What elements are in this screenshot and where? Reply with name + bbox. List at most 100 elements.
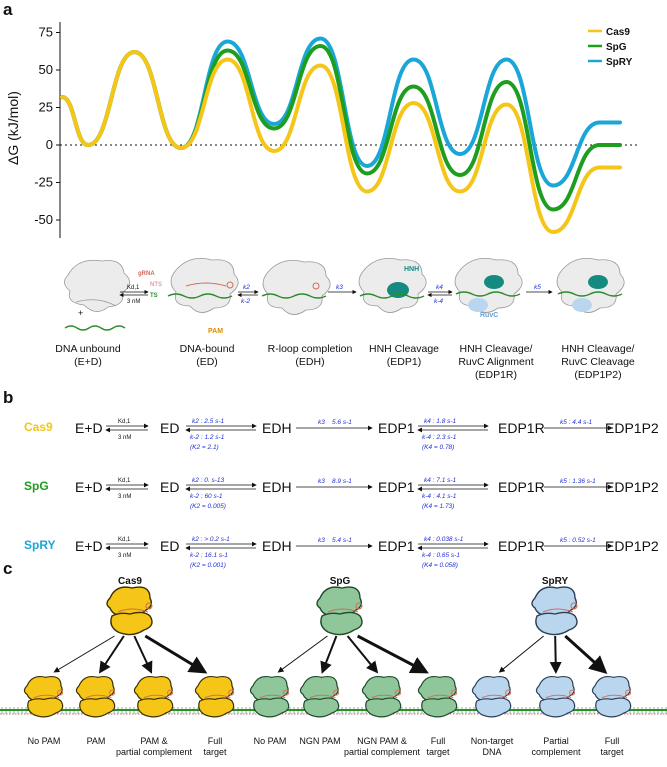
enzyme-bound-3 [591, 675, 632, 718]
kinetic-row-cas9: Cas9 E+D Kd,1 3 nM ED k2 : 2.5 s-1 k-2 : 1.2 s… [24, 418, 659, 451]
kinetic-schemes: Cas9 E+D Kd,1 3 nM ED k2 : 2.5 s-1 k-2 : 1.2 s… [24, 418, 659, 569]
state-illustration-rloop [261, 259, 331, 315]
kinetic-row-spry: SpRY E+D Kd,1 3 nM ED k2 : > 0.2 s-1 k-2 : 16.… [24, 536, 659, 569]
state-EDP1R: EDP1R [498, 479, 545, 495]
model-state-label: Partial [543, 736, 569, 746]
series-lines [60, 36, 622, 235]
kd-label: Kd,1 [118, 537, 131, 543]
stage-4-sub: (EDP1) [387, 356, 421, 368]
k2-value: k2 : 0. s-13 [192, 477, 225, 484]
conc-label: 3 nM [118, 435, 131, 441]
model-title-spry: SpRY [542, 576, 569, 587]
model-state-label: partial complement [344, 747, 421, 757]
km4-value: k-4 : 0.65 s-1 [422, 552, 460, 559]
stage-3-sub: (EDH) [295, 356, 324, 368]
y-tick-label: 75 [39, 25, 53, 40]
stage-6-sub2: (EDP1P2) [574, 369, 621, 381]
model-state-label: Full [208, 736, 223, 746]
y-ticks: 75 50 25 0 -25 -50 [34, 25, 60, 227]
state-illustration-hnh [358, 257, 427, 313]
transition-arrow [320, 635, 338, 674]
k2-value: k2 : > 0.2 s-1 [192, 536, 230, 543]
state-illustration-ruvc-align [454, 257, 523, 313]
kd-label: Kd,1 [127, 285, 140, 291]
km2-label: k-2 [241, 298, 250, 305]
enzyme-label: SpG [24, 479, 49, 493]
transition-arrow [346, 635, 379, 674]
stage-5-name: HNH Cleavage/ [460, 343, 533, 355]
state-EDP1R: EDP1R [498, 420, 545, 436]
transition-arrow [133, 635, 153, 674]
state-EDP1: EDP1 [378, 420, 415, 436]
transition-arrow [98, 635, 125, 674]
energy-chart: 75 50 25 0 -25 -50 ΔG (kJ/mol) Cas9 SpG SpRY [5, 22, 640, 238]
legend-label-cas9: Cas9 [606, 27, 630, 38]
state-ED: ED [160, 538, 179, 554]
state-ED: ED [160, 479, 179, 495]
K2-value: (K2 = 0.005) [190, 503, 226, 510]
stage-6-name: HNH Cleavage/ [562, 343, 635, 355]
K4-value: (K4 = 0.058) [422, 562, 458, 569]
stage-4-name: HNH Cleavage [369, 343, 439, 355]
model-state-label: PAM & [140, 736, 167, 746]
enzyme-top-spg [316, 586, 363, 636]
k3-label: k3 [318, 478, 325, 485]
K4-value: (K4 = 0.78) [422, 444, 454, 451]
enzyme-label: Cas9 [24, 420, 53, 434]
k3-value: 8.9 s-1 [332, 478, 352, 485]
state-ED0: E+D [75, 538, 103, 554]
model-state-label: complement [531, 747, 581, 757]
transition-arrow [277, 635, 328, 673]
k5-value: k5 : 1.36 s-1 [560, 478, 596, 485]
enzyme-bound-1 [471, 675, 512, 718]
state-EDP1P2: EDP1P2 [605, 479, 659, 495]
transition-arrow [356, 634, 429, 674]
y-tick-label: -50 [34, 212, 53, 227]
stage-1-name: DNA unbound [55, 343, 121, 355]
model-state-label: Full [431, 736, 446, 746]
k2-value: k2 : 2.5 s-1 [192, 418, 225, 425]
legend-label-spg: SpG [606, 42, 627, 53]
model-state-label: Non-target [471, 736, 514, 746]
conc-label: 3 nM [127, 299, 140, 305]
transition-arrow [498, 635, 544, 673]
enzyme-bound-2 [535, 675, 576, 718]
enzyme-bound-1 [249, 675, 290, 718]
k2-label: k2 [243, 284, 250, 291]
km2-value: k-2 : 16.1 s-1 [190, 552, 228, 559]
schematic-row: + gRNA NTS TS Kd,1 3 nM PAM k2 k-2 k3 [64, 257, 625, 335]
enzyme-label: SpRY [24, 538, 56, 552]
enzyme-top-spry [531, 586, 578, 636]
km2-value: k-2 : 60 s-1 [190, 493, 223, 500]
transition-arrow [549, 635, 562, 674]
stage-2-sub: (ED) [196, 356, 218, 368]
y-tick-label: 50 [39, 62, 53, 77]
model-state-label: NGN PAM [299, 736, 340, 746]
conc-label: 3 nM [118, 553, 131, 559]
k4-value: k4 : 7.1 s-1 [424, 477, 457, 484]
enzyme-bound-4 [194, 675, 235, 718]
enzyme-bound-2 [299, 675, 340, 718]
conc-label: 3 nM [118, 494, 131, 500]
K2-value: (K2 = 2.1) [190, 444, 219, 451]
state-EDH: EDH [262, 538, 292, 554]
state-illustration-unbound [64, 259, 130, 331]
stage-6-sub: RuvC Cleavage [561, 356, 635, 368]
y-tick-label: -25 [34, 175, 53, 190]
stage-1-sub: (E+D) [74, 356, 102, 368]
HNH-label: HNH [404, 266, 419, 273]
NTS-label: NTS [150, 282, 162, 288]
k4-value: k4 : 1.8 s-1 [424, 418, 457, 425]
TS-label: TS [150, 293, 158, 299]
kd-label: Kd,1 [118, 419, 131, 425]
state-ED0: E+D [75, 479, 103, 495]
transition-arrow [53, 635, 115, 673]
K4-value: (K4 = 1.73) [422, 503, 454, 510]
stage-5-sub: RuvC Alignment [458, 356, 533, 368]
transition-arrow [564, 634, 608, 675]
enzyme-bound-2 [75, 675, 116, 718]
panel-letter-a: a [3, 0, 13, 19]
state-EDP1P2: EDP1P2 [605, 538, 659, 554]
